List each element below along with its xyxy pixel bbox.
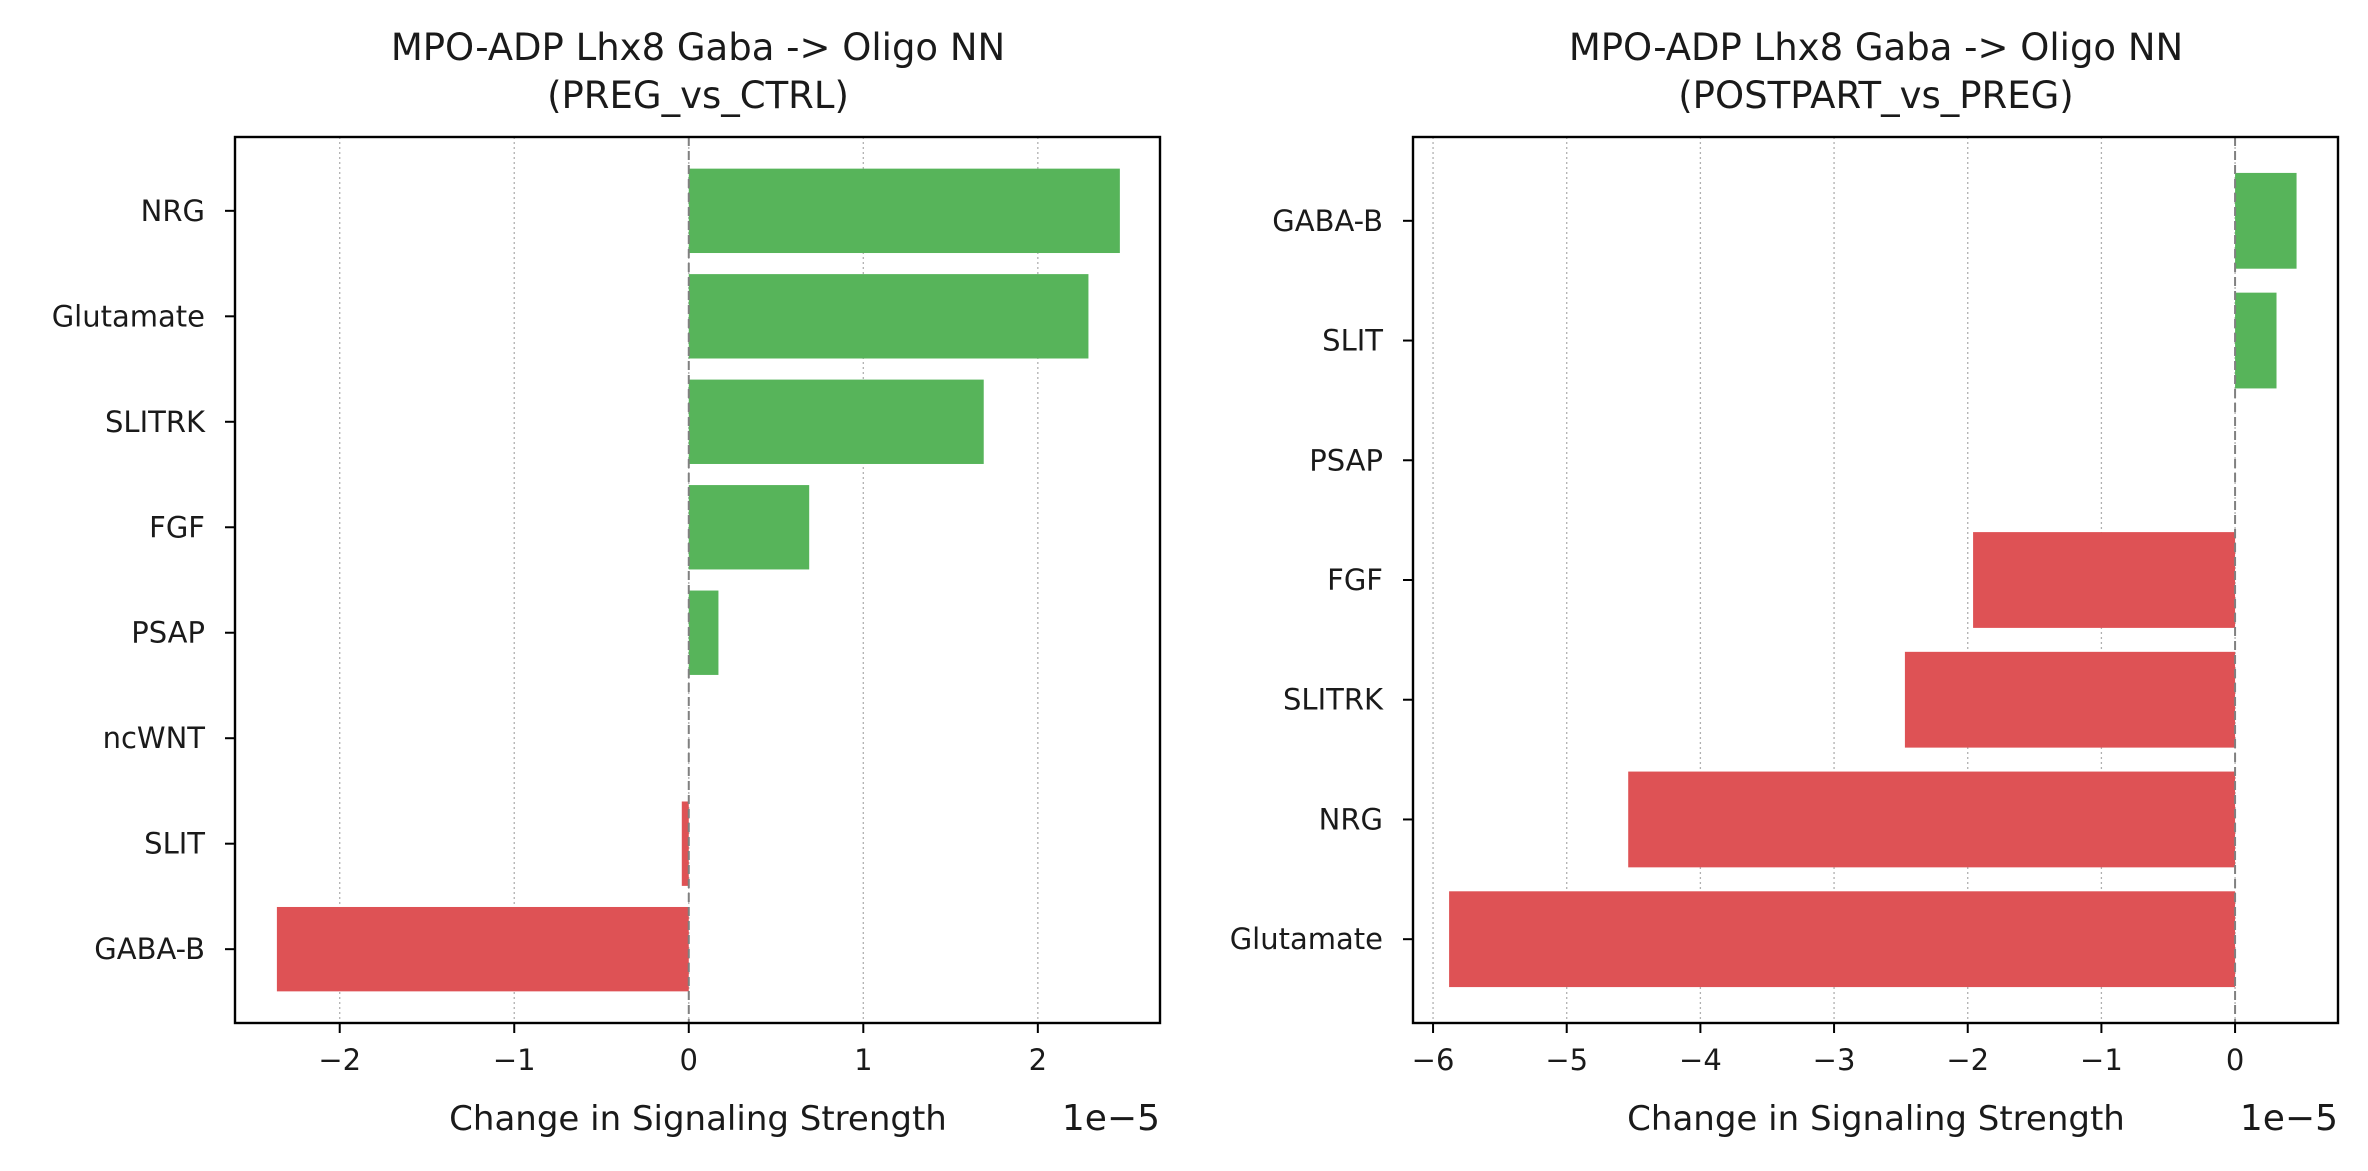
- y-axis: NRG Glutamate SLITRK FGF PSAP ncWNT SLIT GABA-B: [52, 194, 235, 966]
- x-axis-scale-label: 1e−5: [1062, 1098, 1160, 1139]
- y-axis: GABA-B SLIT PSAP FGF SLITRK NRG Glutamate: [1230, 204, 1413, 956]
- bars: [1449, 172, 2297, 988]
- y-tick-label-psap: PSAP: [131, 616, 205, 650]
- x-tick-label: −2: [318, 1043, 361, 1077]
- y-tick-label-nrg: NRG: [1319, 802, 1383, 836]
- x-axis: −2 −1 0 1 2: [318, 1023, 1047, 1077]
- chart-title-line1: MPO-ADP Lhx8 Gaba -> Oligo NN: [391, 26, 1005, 69]
- y-tick-label-slitrk: SLITRK: [105, 405, 206, 439]
- chart-title-line2: (POSTPART_vs_PREG): [1678, 74, 2074, 117]
- y-tick-label-ncwnt: ncWNT: [103, 721, 206, 755]
- x-tick-label: −2: [1946, 1043, 1989, 1077]
- x-tick-label: 0: [680, 1043, 698, 1077]
- bar-nrg: [688, 168, 1120, 254]
- plot-frame: [233, 135, 1162, 1025]
- y-tick-label-slitrk: SLITRK: [1283, 683, 1384, 717]
- bar-slit: [681, 801, 689, 886]
- bar-psap: [688, 590, 719, 675]
- x-tick-label: −1: [2080, 1043, 2123, 1077]
- bar-slitrk: [1904, 651, 2236, 748]
- y-tick-label-nrg: NRG: [141, 194, 205, 228]
- x-tick-label: 1: [854, 1043, 872, 1077]
- y-tick-label-fgf: FGF: [149, 510, 205, 544]
- x-axis-scale-label: 1e−5: [2240, 1098, 2338, 1139]
- x-tick-label: 2: [1029, 1043, 1047, 1077]
- y-tick-label-slit: SLIT: [1322, 324, 1383, 358]
- x-tick-label: 0: [2226, 1043, 2244, 1077]
- x-tick-label: −3: [1813, 1043, 1856, 1077]
- x-tick-label: −5: [1545, 1043, 1588, 1077]
- y-tick-label-glutamate: Glutamate: [52, 299, 205, 333]
- x-axis-label: Change in Signaling Strength: [449, 1099, 947, 1139]
- y-tick-label-gaba-b: GABA-B: [1272, 204, 1383, 238]
- chart-panel-preg-vs-ctrl: MPO-ADP Lhx8 Gaba -> Oligo NN (PREG_vs_C…: [52, 26, 1162, 1139]
- bar-slit: [2235, 292, 2277, 389]
- x-tick-label: −1: [493, 1043, 536, 1077]
- chart-title-line2: (PREG_vs_CTRL): [547, 74, 849, 117]
- bar-fgf: [688, 485, 810, 570]
- y-tick-label-gaba-b: GABA-B: [94, 932, 205, 966]
- y-tick-label-glutamate: Glutamate: [1230, 922, 1383, 956]
- bar-gaba-b: [2235, 172, 2297, 269]
- y-tick-label-slit: SLIT: [144, 827, 205, 861]
- y-tick-label-fgf: FGF: [1327, 563, 1383, 597]
- bar-slitrk: [688, 379, 984, 464]
- chart-panel-postpart-vs-preg: MPO-ADP Lhx8 Gaba -> Oligo NN (POSTPART_…: [1230, 26, 2340, 1139]
- bar-fgf: [1973, 532, 2236, 628]
- bar-gaba-b: [276, 906, 689, 992]
- x-tick-label: −6: [1412, 1043, 1455, 1077]
- bar-glutamate: [1449, 891, 2236, 988]
- bars: [276, 168, 1120, 992]
- bar-glutamate: [688, 274, 1089, 359]
- bar-nrg: [1628, 771, 2236, 868]
- x-axis: −6 −5 −4 −3 −2 −1 0: [1412, 1023, 2244, 1077]
- x-axis-label: Change in Signaling Strength: [1627, 1099, 2125, 1139]
- chart-title-line1: MPO-ADP Lhx8 Gaba -> Oligo NN: [1569, 26, 2183, 69]
- y-tick-label-psap: PSAP: [1309, 443, 1383, 477]
- x-tick-label: −4: [1679, 1043, 1722, 1077]
